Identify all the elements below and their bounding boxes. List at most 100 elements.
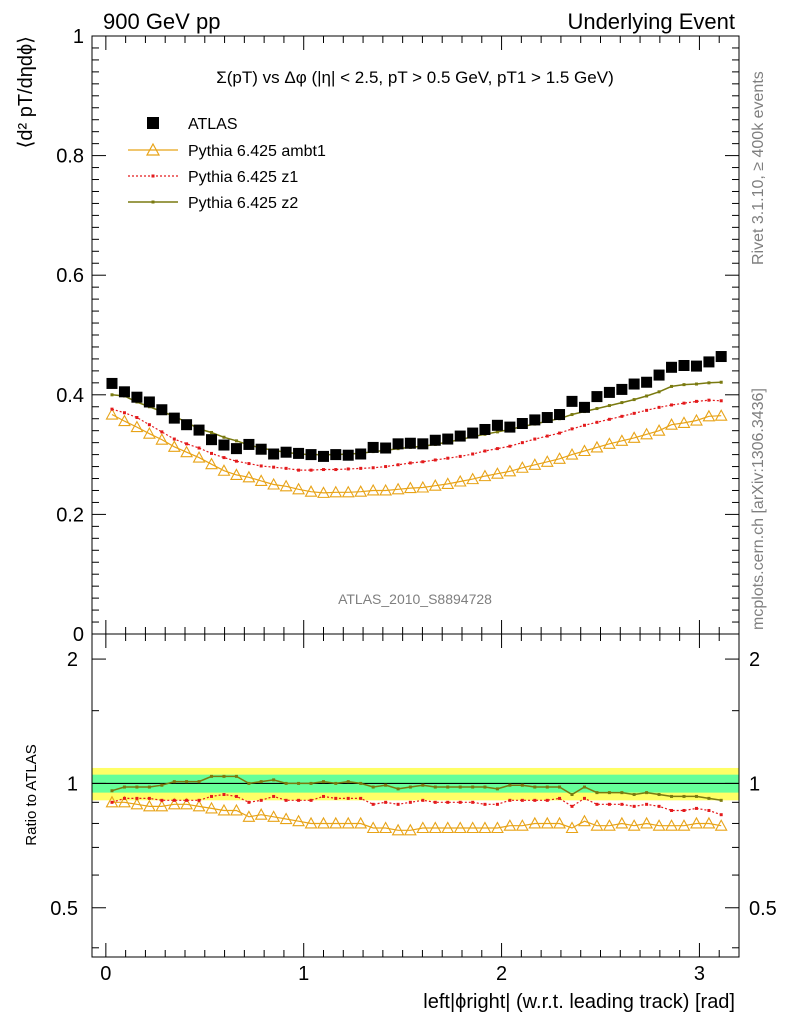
data-point — [533, 437, 537, 441]
data-point — [520, 798, 524, 802]
data-point — [197, 446, 201, 450]
data-point — [694, 399, 698, 403]
data-point — [515, 461, 529, 473]
data-point — [682, 808, 686, 812]
data-point — [371, 785, 375, 789]
data-point — [694, 806, 698, 810]
header-right-label: Underlying Event — [567, 9, 735, 34]
legend-marker-ambt1 — [145, 142, 161, 156]
data-point — [284, 781, 288, 785]
data-point — [595, 420, 599, 424]
data-point — [230, 803, 243, 816]
data-point — [627, 431, 641, 443]
data-point — [657, 390, 661, 394]
data-point — [242, 810, 256, 822]
data-point — [607, 791, 611, 795]
data-point — [142, 799, 156, 812]
analysis-watermark: ATLAS_2010_S8894728 — [338, 591, 492, 607]
data-point — [590, 440, 604, 453]
data-point — [192, 799, 206, 812]
data-point — [508, 783, 512, 787]
data-point — [433, 785, 437, 789]
data-point — [707, 398, 711, 402]
data-point — [702, 816, 716, 829]
series-line-pythia-6-425-z1 — [111, 793, 722, 816]
data-point — [490, 821, 504, 834]
data-point — [321, 780, 325, 784]
data-point — [515, 819, 529, 831]
data-point — [247, 462, 251, 466]
data-point — [442, 433, 454, 445]
data-point — [284, 798, 288, 802]
ratio-y-axis-label: Ratio to ATLAS — [23, 744, 40, 845]
data-point — [541, 412, 553, 424]
data-point — [230, 443, 242, 455]
data-point — [570, 793, 574, 797]
main-axis-ticks — [92, 35, 740, 635]
ratio-axis-ticks — [92, 634, 740, 957]
data-point — [292, 482, 305, 495]
data-point — [408, 800, 412, 804]
data-point — [620, 401, 624, 405]
data-point — [479, 423, 491, 435]
data-point — [122, 785, 126, 789]
data-point — [645, 802, 649, 806]
legend-marker-z2 — [151, 200, 155, 204]
data-point — [222, 774, 226, 778]
series-line-pythia-6-425-z1 — [111, 399, 722, 471]
data-point — [595, 791, 599, 795]
data-point — [645, 408, 649, 412]
data-point — [670, 794, 674, 798]
data-point — [391, 823, 405, 836]
data-point — [180, 797, 194, 810]
data-point — [396, 802, 400, 806]
y-tick-label-right: 1 — [749, 773, 760, 795]
data-point — [620, 414, 624, 418]
data-point — [558, 431, 562, 435]
data-point — [317, 450, 329, 462]
data-point — [694, 794, 698, 798]
data-point — [192, 450, 206, 463]
data-point — [185, 780, 189, 784]
data-point — [309, 781, 313, 785]
data-point — [218, 439, 230, 451]
data-point — [657, 804, 661, 808]
data-point — [453, 821, 467, 834]
data-point — [615, 434, 629, 446]
data-point — [490, 467, 504, 479]
data-point — [106, 377, 118, 389]
x-tick-label: 1 — [298, 963, 309, 985]
data-point — [441, 477, 455, 489]
data-point — [379, 821, 393, 834]
data-point — [553, 452, 566, 464]
data-point — [330, 449, 342, 461]
data-point — [652, 819, 666, 831]
data-point — [616, 383, 628, 395]
data-point — [181, 419, 193, 431]
data-point — [371, 802, 375, 806]
data-point — [678, 359, 690, 371]
data-point — [582, 785, 586, 789]
data-point — [665, 819, 678, 831]
data-point — [155, 433, 169, 445]
data-point — [441, 821, 455, 834]
series-line-pythia-6-425-ambt1 — [112, 801, 722, 831]
data-point — [341, 485, 355, 498]
data-point — [317, 816, 330, 829]
data-point — [309, 468, 313, 472]
main-series-group — [105, 351, 728, 498]
data-point — [193, 424, 205, 436]
data-point — [334, 468, 338, 472]
data-point — [446, 785, 450, 789]
data-point — [205, 457, 218, 470]
data-point — [210, 451, 214, 455]
data-point — [578, 401, 590, 413]
data-point — [234, 439, 238, 443]
data-point — [354, 816, 368, 829]
data-point — [247, 800, 251, 804]
data-point — [292, 814, 305, 827]
data-point — [130, 797, 144, 810]
data-point — [640, 816, 654, 829]
data-point — [421, 783, 425, 787]
data-point — [309, 798, 313, 802]
